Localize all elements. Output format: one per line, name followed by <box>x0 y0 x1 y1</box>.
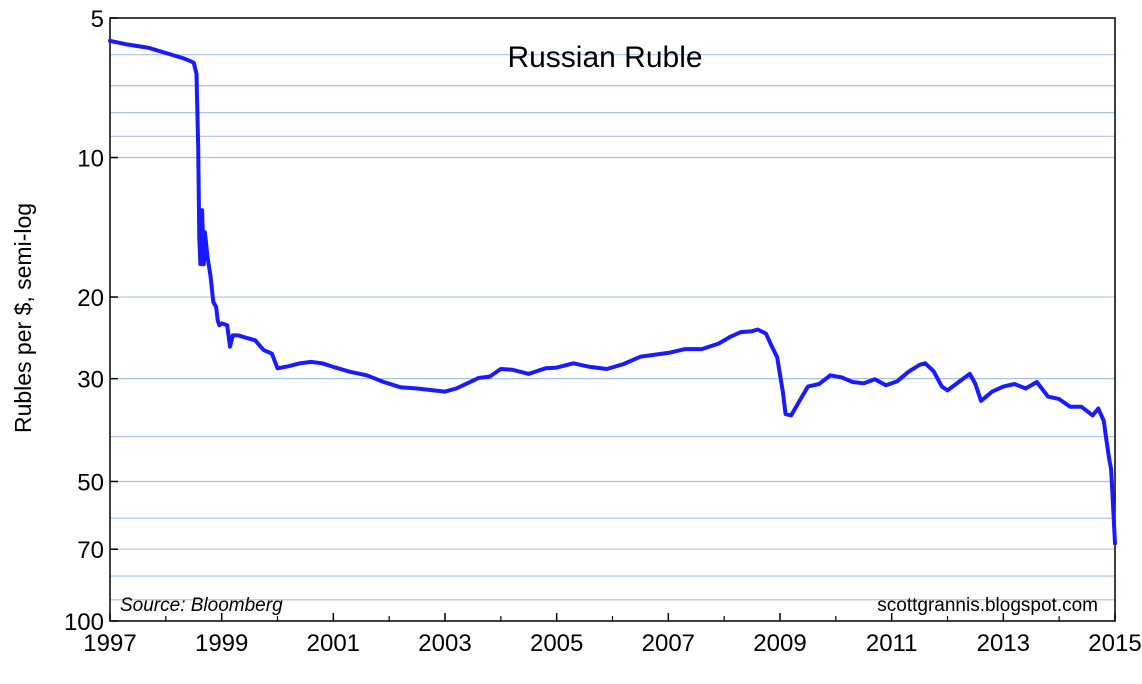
y-tick-label: 20 <box>77 285 104 312</box>
source-note: Source: Bloomberg <box>120 595 283 616</box>
y-tick-label: 50 <box>77 469 104 496</box>
y-tick-label: 100 <box>64 609 104 636</box>
x-tick-label: 2005 <box>530 630 583 657</box>
y-tick-label: 30 <box>77 367 104 394</box>
x-tick-label: 2015 <box>1088 630 1141 657</box>
chart-title: Russian Ruble <box>507 41 702 74</box>
y-axis-label: Rubles per $, semi-log <box>10 203 36 433</box>
x-tick-label: 2007 <box>642 630 695 657</box>
y-axis: 5 10 20 30 50 70 100 <box>64 6 118 636</box>
y-tick-label: 10 <box>77 146 104 173</box>
x-tick-label: 2013 <box>977 630 1030 657</box>
x-tick-label: 2009 <box>753 630 806 657</box>
plot-frame <box>109 17 1116 622</box>
grid-lines <box>110 54 1115 601</box>
y-tick-label: 5 <box>91 6 104 33</box>
x-tick-label: 2011 <box>866 630 918 657</box>
x-tick-label: 2001 <box>307 630 360 657</box>
x-axis: 1997 1999 2001 2003 2005 2007 2009 2011 2013 2015 <box>83 613 1142 657</box>
x-tick-label: 2003 <box>418 630 471 657</box>
credit-note: scottgrannis.blogspot.com <box>877 595 1098 616</box>
x-tick-label: 1997 <box>83 630 136 657</box>
y-tick-label: 70 <box>77 537 104 564</box>
x-tick-label: 1999 <box>195 630 248 657</box>
series-line-ruble <box>108 38 1117 546</box>
